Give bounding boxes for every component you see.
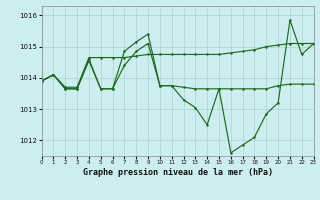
X-axis label: Graphe pression niveau de la mer (hPa): Graphe pression niveau de la mer (hPa): [83, 168, 273, 177]
